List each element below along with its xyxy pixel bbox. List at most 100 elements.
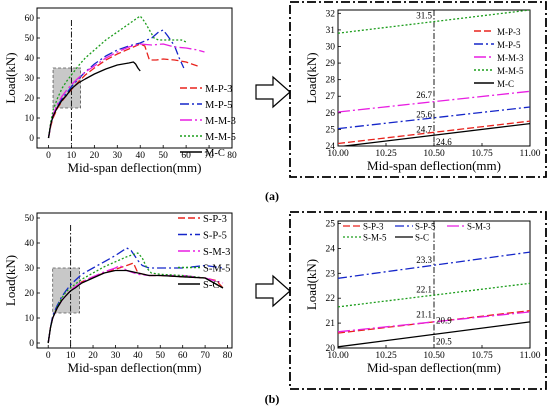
data-annotation: 20.9 (436, 316, 452, 326)
series-line-s-m-5 (338, 282, 530, 308)
legend-label: S-P-3 (203, 214, 227, 225)
y-tick-label: 20 (25, 94, 35, 104)
legend-label: S-C (415, 233, 429, 243)
legend-label: M-M-5 (205, 132, 236, 143)
y-tick-label: 50 (25, 214, 35, 224)
y-tick-label: 25 (326, 219, 336, 229)
y-tick-label: 31 (326, 26, 336, 36)
x-tick-label: 80 (227, 151, 237, 161)
zoom-region (52, 67, 81, 109)
series-line-s-p-5 (338, 251, 530, 279)
x-tick-label: 11.00 (519, 351, 540, 361)
x-tick-label: 20 (90, 151, 100, 161)
x-axis-label: Mid-span deflection(mm) (68, 360, 202, 375)
legend: M-P-3 M-P-5 M-M-3 M-M-5 M-C (474, 27, 524, 89)
x-tick-label: 10.50 (423, 351, 445, 361)
x-tick-label: 80 (223, 351, 233, 361)
y-tick-label: 20 (326, 344, 336, 354)
y-tick-label: 10 (25, 314, 35, 324)
y-axis-label: Load(kN) (3, 255, 18, 306)
y-tick-label: 60 (25, 14, 35, 24)
series-line-m-m-5 (338, 10, 530, 34)
series-line-m-p-5 (47, 29, 185, 139)
y-tick-label: 27 (326, 92, 336, 102)
series-group (47, 247, 224, 344)
series-line-m-m-3 (338, 90, 530, 113)
y-axis-label: Load(kN) (304, 259, 319, 310)
x-tick-label: 10 (67, 151, 77, 161)
legend-label: M-M-3 (497, 53, 524, 63)
y-tick-label: 24 (326, 244, 336, 254)
x-tick-label: 60 (178, 351, 188, 361)
x-tick-label: 70 (200, 351, 210, 361)
series-line-s-c (47, 269, 224, 344)
x-tick-label: 10.00 (327, 149, 349, 159)
y-tick-label: 22 (326, 294, 336, 304)
y-tick-label: 50 (25, 34, 35, 44)
y-tick-label: 26 (326, 109, 336, 119)
data-annotation: 23.3 (416, 255, 432, 265)
arrow-right-icon (255, 274, 291, 308)
zoom-frame-a (289, 1, 547, 178)
legend-label: S-C (203, 280, 219, 291)
series-group (338, 10, 530, 146)
chart-a-zoom: 10.00 10.25 10.50 10.75 11.00 24 25 26 27 28 29 30 3… (304, 9, 541, 173)
x-tick-label: 30 (113, 151, 123, 161)
legend-label: S-M-5 (363, 233, 387, 243)
legend-label: M-P-3 (497, 27, 521, 37)
y-tick-label: 20 (25, 289, 35, 299)
panel-label-a: (a) (265, 189, 279, 203)
y-axis-label: Load(kN) (304, 52, 319, 103)
x-tick-label: 0 (46, 351, 51, 361)
series-line-s-c (338, 321, 530, 348)
y-tick-label: 10 (25, 114, 35, 124)
y-tick-label: 0 (29, 339, 34, 349)
x-tick-label: 50 (156, 351, 166, 361)
series-group (47, 15, 205, 139)
legend-label: M-P-3 (205, 84, 232, 95)
y-tick-label: 28 (326, 76, 336, 86)
series-line-m-c (47, 61, 141, 139)
series-line-s-m-3 (338, 311, 530, 333)
legend-label: M-M-3 (205, 116, 236, 127)
x-axis-label: Mid-span deflection(mm) (367, 158, 501, 173)
legend-label: M-M-5 (497, 66, 524, 76)
y-tick-label: 30 (326, 42, 336, 52)
x-tick-label: 10.75 (471, 351, 493, 361)
legend-label: S-P-3 (363, 222, 384, 232)
chart-b-zoom: 10.00 10.25 10.50 10.75 11.00 20 21 22 23 24 25 Mid… (304, 219, 541, 375)
y-tick-label: 40 (25, 54, 35, 64)
panel-label-b: (b) (265, 392, 280, 406)
series-line-m-c (339, 122, 530, 146)
plot-frame (36, 212, 233, 349)
x-tick-label: 10.50 (423, 149, 445, 159)
y-axis-label: Load(kN) (3, 52, 18, 103)
series-line-m-p-3 (47, 43, 198, 139)
x-axis-label: Mid-span deflection(mm) (367, 360, 501, 375)
data-annotation: 22.1 (416, 285, 432, 295)
y-tick-label: 29 (326, 59, 336, 69)
series-line-m-m-3 (47, 43, 205, 139)
x-tick-label: 10 (66, 351, 76, 361)
series-line-m-p-5 (338, 106, 530, 130)
x-tick-label: 30 (111, 351, 121, 361)
series-line-m-m-5 (47, 15, 187, 139)
y-tick-label: 32 (326, 9, 336, 19)
zoom-frame-b (289, 211, 547, 390)
data-annotation: 24.7 (416, 124, 432, 134)
y-tick-label: 30 (25, 74, 35, 84)
x-axis-label: Mid-span deflection(mm) (68, 160, 202, 175)
x-tick-label: 10.25 (375, 351, 397, 361)
y-tick-label: 0 (29, 134, 34, 144)
x-tick-label: 40 (133, 351, 143, 361)
data-annotation: 21.1 (416, 310, 432, 320)
x-tick-label: 11.00 (519, 149, 540, 159)
data-annotation: 24.6 (436, 137, 452, 147)
x-tick-label: 40 (135, 151, 145, 161)
x-tick-label: 10.25 (375, 149, 397, 159)
x-tick-label: 10.75 (471, 149, 493, 159)
data-annotation: 20.5 (436, 337, 452, 347)
legend: M-P-3 M-P-5 M-M-3 M-M-5 M-C (180, 84, 236, 159)
